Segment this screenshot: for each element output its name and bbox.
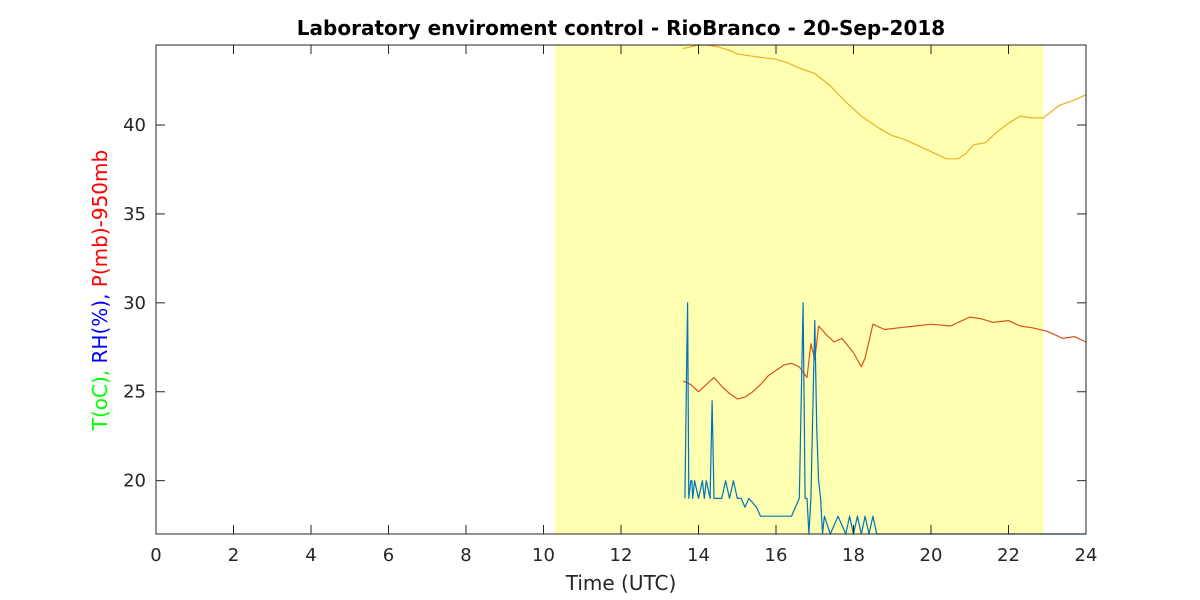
x-tick-label: 6 (383, 545, 394, 566)
x-tick-label: 10 (532, 545, 555, 566)
y-tick-label: 30 (123, 293, 146, 314)
series-line-3 (684, 302, 1086, 535)
y-axis-label: T(oC), RH(%), P(mb)-950mb (88, 150, 112, 431)
x-tick-label: 20 (920, 545, 943, 566)
x-tick-label: 24 (1075, 545, 1098, 566)
x-tick-label: 22 (997, 545, 1020, 566)
x-tick-label: 4 (305, 545, 316, 566)
x-tick-label: 16 (765, 545, 788, 566)
x-tick-label: 0 (150, 545, 161, 566)
y-tick-label: 40 (123, 115, 146, 136)
y-tick-label: 35 (123, 204, 146, 225)
y-axis-label-part-3: P(mb)-950mb (88, 150, 112, 287)
x-tick-label: 2 (228, 545, 239, 566)
series-line-2 (682, 316, 1087, 400)
series-layer (682, 44, 1087, 535)
y-tick-label: 20 (123, 471, 146, 492)
x-tick-label: 18 (842, 545, 865, 566)
x-tick-label: 14 (687, 545, 710, 566)
y-axis-label-part-1: T(oC), (88, 363, 112, 431)
x-tick-label: 8 (460, 545, 471, 566)
x-tick-label: 12 (610, 545, 633, 566)
chart-title: Laboratory enviroment control - RioBranc… (297, 16, 945, 40)
series-line-1 (682, 44, 1087, 160)
y-axis-label-part-2: RH(%), (88, 287, 112, 363)
highlight-band (555, 45, 1044, 534)
y-tick-label: 25 (123, 382, 146, 403)
x-axis-label: Time (UTC) (565, 571, 677, 595)
